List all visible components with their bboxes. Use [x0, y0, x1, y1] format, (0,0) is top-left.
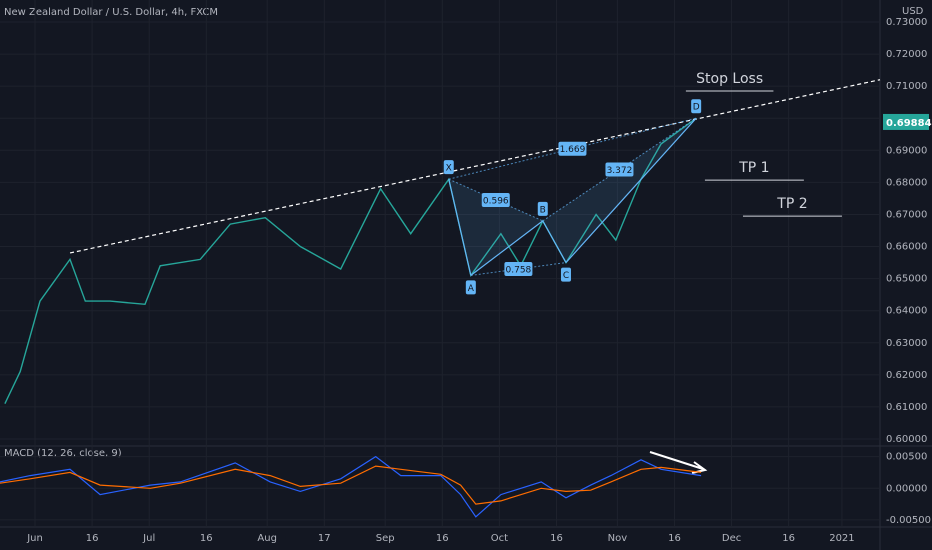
x-tick-label: Nov — [608, 533, 628, 544]
trendline — [69, 79, 881, 254]
y-tick-label: 0.63000 — [886, 338, 927, 349]
point-label: B — [540, 205, 546, 215]
y-tick-label: 0.64000 — [886, 306, 927, 317]
macd-line — [0, 465, 702, 505]
ratio-line — [448, 117, 697, 180]
ratio-label: 3.372 — [607, 166, 633, 176]
x-tick-label: Oct — [491, 533, 508, 544]
x-tick-label: 16 — [550, 533, 563, 544]
ratio-label: 0.596 — [483, 197, 509, 207]
ratio-box — [558, 141, 587, 156]
x-tick-label: 2021 — [829, 533, 854, 544]
y-tick-label: 0.00000 — [886, 483, 927, 494]
y-tick-label: 0.65000 — [886, 274, 927, 285]
point-label: X — [446, 164, 452, 174]
point-box — [443, 160, 454, 175]
price-tag — [883, 113, 929, 130]
x-tick-label: 17 — [318, 533, 331, 544]
x-tick-label: 16 — [668, 533, 681, 544]
x-tick-label: 16 — [436, 533, 449, 544]
x-tick-label: Dec — [722, 533, 741, 544]
y-tick-label: -0.00500 — [886, 515, 931, 526]
ratio-box — [481, 193, 510, 208]
y-tick-label: 0.72000 — [886, 49, 927, 60]
y-tick-label: 0.68000 — [886, 177, 927, 188]
point-box — [691, 99, 702, 114]
point-label: C — [563, 271, 569, 281]
x-tick-label: 16 — [86, 533, 99, 544]
currency: USD — [902, 6, 924, 17]
level-label: TP 2 — [776, 196, 807, 212]
y-tick-label: 0.66000 — [886, 242, 927, 253]
pattern-leg — [565, 117, 697, 263]
y-tick-label: 0.67000 — [886, 209, 927, 220]
y-tick-label: 0.73000 — [886, 17, 927, 28]
macd-title: MACD (12, 26, close, 9) — [4, 448, 122, 459]
pattern-leg — [470, 220, 544, 276]
level-label: Stop Loss — [696, 71, 763, 87]
ratio-box — [605, 162, 634, 177]
chart-title: New Zealand Dollar / U.S. Dollar, 4h, FX… — [4, 7, 218, 18]
point-box — [537, 201, 548, 216]
x-tick-label: 16 — [782, 533, 795, 544]
ratio-line — [448, 178, 543, 222]
y-tick-label: 0.60000 — [886, 434, 927, 445]
point-label: D — [693, 103, 700, 113]
x-tick-label: Aug — [257, 533, 277, 544]
y-tick-label: 0.62000 — [886, 370, 927, 381]
point-box — [465, 280, 476, 295]
level-label: TP 1 — [738, 160, 769, 176]
ratio-box — [504, 261, 533, 276]
price-tag-label: 0.69884 — [886, 118, 932, 129]
point-box — [560, 267, 571, 282]
ratio-label: 0.758 — [506, 265, 532, 275]
price-line — [4, 117, 697, 405]
macd-line — [0, 455, 702, 518]
x-tick-label: 16 — [200, 533, 213, 544]
x-tick-label: Jul — [142, 533, 155, 544]
pattern-fill — [448, 118, 697, 276]
point-label: A — [468, 284, 475, 294]
y-tick-label: 0.61000 — [886, 402, 927, 413]
pattern-leg — [542, 220, 567, 263]
y-tick-label: 0.00500 — [886, 452, 927, 463]
y-tick-label: 0.71000 — [886, 81, 927, 92]
x-tick-label: Jun — [26, 533, 43, 544]
pattern-leg — [448, 179, 472, 276]
y-tick-label: 0.69000 — [886, 145, 927, 156]
ratio-label: 1.669 — [560, 145, 586, 155]
x-tick-label: Sep — [376, 533, 395, 544]
